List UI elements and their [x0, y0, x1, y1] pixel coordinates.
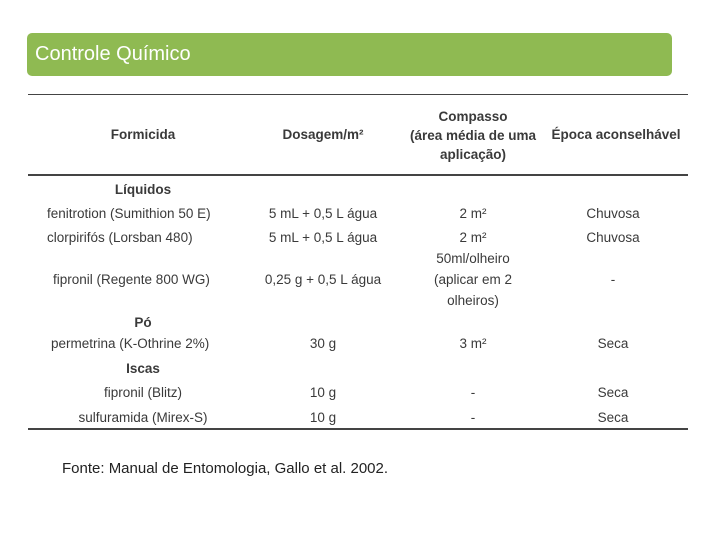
row-fenitrotion-epoca: Chuvosa: [586, 206, 640, 221]
header-compasso-2: (área média de uma: [409, 128, 537, 143]
row-permetrina-dose: 30 g: [309, 336, 337, 351]
header-epoca: Época aconselhável: [551, 127, 681, 142]
row-permetrina-compasso: 3 m²: [459, 336, 487, 351]
table-top-rule: [28, 94, 688, 95]
row-sulfuramida-epoca: Seca: [597, 410, 629, 425]
table-header-rule: [28, 174, 688, 176]
row-fipronil-blitz-epoca: Seca: [597, 385, 629, 400]
row-clorpirifos-compasso: 2 m²: [459, 230, 487, 245]
section-iscas: Iscas: [126, 361, 160, 376]
row-fipronil-regente-name: fipronil (Regente 800 WG): [53, 272, 210, 287]
row-clorpirifos-dose: 5 mL + 0,5 L água: [268, 230, 378, 245]
row-fenitrotion-name: fenitrotion (Sumithion 50 E): [47, 206, 211, 221]
source-citation: Fonte: Manual de Entomologia, Gallo et a…: [62, 460, 389, 477]
row-fenitrotion-compasso: 2 m²: [459, 206, 487, 221]
slide-title-bar: Controle Químico: [27, 33, 672, 76]
section-po: Pó: [134, 315, 152, 330]
row-sulfuramida-name: sulfuramida (Mirex-S): [78, 410, 208, 425]
row-fipronil-regente-compasso-1: 50ml/olheiro: [436, 251, 510, 266]
row-permetrina-epoca: Seca: [597, 336, 629, 351]
row-fipronil-regente-epoca: -: [610, 272, 616, 287]
header-compasso-1: Compasso: [438, 109, 508, 124]
table-bottom-rule: [28, 428, 688, 430]
row-sulfuramida-dose: 10 g: [309, 410, 337, 425]
row-fipronil-blitz-compasso: -: [470, 385, 476, 400]
section-liquidos: Líquidos: [114, 182, 172, 197]
row-permetrina-name: permetrina (K-Othrine 2%): [51, 336, 210, 351]
row-sulfuramida-compasso: -: [470, 410, 476, 425]
row-fipronil-regente-dose: 0,25 g + 0,5 L água: [264, 272, 382, 287]
row-fipronil-blitz-dose: 10 g: [309, 385, 337, 400]
header-formicida: Formicida: [110, 127, 176, 142]
slide-title: Controle Químico: [35, 43, 191, 65]
row-clorpirifos-name: clorpirifós (Lorsban 480): [47, 230, 193, 245]
row-fipronil-blitz-name: fipronil (Blitz): [103, 385, 182, 400]
header-compasso-3: aplicação): [439, 147, 507, 162]
row-fipronil-regente-compasso-2: (aplicar em 2: [433, 272, 513, 287]
row-fipronil-regente-compasso-3: olheiros): [447, 293, 499, 308]
row-clorpirifos-epoca: Chuvosa: [586, 230, 640, 245]
row-fenitrotion-dose: 5 mL + 0,5 L água: [268, 206, 378, 221]
header-dosagem: Dosagem/m²: [282, 127, 364, 142]
